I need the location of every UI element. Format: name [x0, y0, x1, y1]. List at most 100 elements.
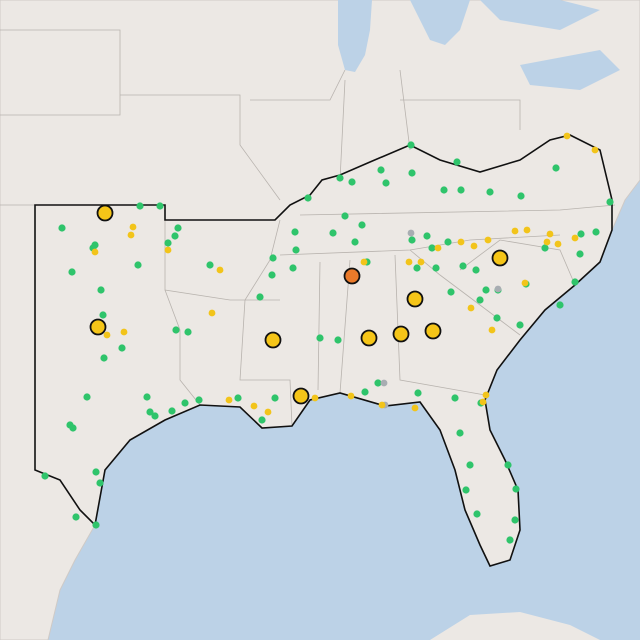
site-marker — [181, 399, 189, 407]
site-marker — [470, 242, 478, 250]
site-marker — [511, 516, 519, 524]
site-marker — [72, 513, 80, 521]
state-border — [409, 249, 521, 336]
site-marker — [447, 288, 455, 296]
site-marker — [172, 326, 180, 334]
state-border — [459, 239, 576, 286]
site-marker — [358, 221, 366, 229]
site-marker — [408, 169, 416, 177]
site-marker — [472, 266, 480, 274]
site-marker — [118, 344, 126, 352]
site-marker — [91, 248, 99, 256]
site-marker — [591, 146, 599, 154]
site-marker — [206, 261, 214, 269]
site-marker — [444, 238, 452, 246]
site-marker — [171, 232, 179, 240]
site-marker — [407, 229, 415, 237]
site-marker — [382, 179, 390, 187]
site-marker — [467, 304, 475, 312]
state-border — [299, 204, 616, 216]
site-marker — [216, 266, 224, 274]
site-marker — [473, 510, 481, 518]
site-marker — [58, 224, 66, 232]
site-marker — [576, 250, 584, 258]
site-marker — [552, 164, 560, 172]
site-marker — [316, 334, 324, 342]
site-marker — [351, 238, 359, 246]
site-marker — [258, 416, 266, 424]
site-marker — [92, 468, 100, 476]
site-marker — [512, 485, 520, 493]
site-marker — [264, 408, 272, 416]
site-marker — [517, 192, 525, 200]
site-marker — [434, 244, 442, 252]
highlight-site-marker — [343, 267, 361, 285]
site-marker — [423, 232, 431, 240]
site-marker — [459, 262, 467, 270]
site-marker — [100, 354, 108, 362]
site-marker — [68, 268, 76, 276]
site-marker — [462, 486, 470, 494]
major-site-marker — [424, 322, 442, 340]
site-marker — [571, 278, 579, 286]
site-marker — [523, 226, 531, 234]
site-marker — [336, 174, 344, 182]
major-site-marker — [96, 204, 114, 222]
lake — [410, 0, 470, 45]
site-marker — [361, 388, 369, 396]
site-marker — [184, 328, 192, 336]
site-marker — [151, 412, 159, 420]
site-marker — [174, 224, 182, 232]
site-marker — [136, 202, 144, 210]
island — [430, 612, 600, 640]
site-marker — [476, 296, 484, 304]
site-marker — [289, 264, 297, 272]
site-marker — [374, 379, 382, 387]
site-marker — [554, 240, 562, 248]
site-marker — [348, 178, 356, 186]
site-marker — [484, 236, 492, 244]
site-marker — [428, 244, 436, 252]
site-marker — [494, 285, 502, 293]
site-marker — [341, 212, 349, 220]
site-marker — [271, 394, 279, 402]
site-marker — [311, 394, 319, 402]
site-marker — [134, 261, 142, 269]
site-marker — [482, 391, 490, 399]
site-marker — [432, 264, 440, 272]
site-marker — [250, 402, 258, 410]
site-marker — [516, 321, 524, 329]
site-marker — [456, 429, 464, 437]
site-marker — [360, 258, 368, 266]
site-marker — [556, 301, 564, 309]
site-marker — [92, 521, 100, 529]
site-marker — [99, 311, 107, 319]
site-marker — [268, 271, 276, 279]
site-marker — [329, 229, 337, 237]
site-marker — [563, 132, 571, 140]
state-border — [164, 289, 201, 406]
site-marker — [407, 141, 415, 149]
site-marker — [103, 331, 111, 339]
site-marker — [451, 394, 459, 402]
major-site-marker — [264, 331, 282, 349]
major-site-marker — [360, 329, 378, 347]
site-marker — [411, 404, 419, 412]
state-borders — [0, 29, 616, 427]
region-outline — [34, 134, 613, 567]
major-site-marker — [392, 325, 410, 343]
site-marker — [543, 238, 551, 246]
site-marker — [453, 158, 461, 166]
site-marker — [146, 408, 154, 416]
lake — [338, 0, 372, 72]
site-marker — [120, 328, 128, 336]
site-marker — [164, 239, 172, 247]
site-marker — [457, 186, 465, 194]
site-marker — [378, 401, 386, 409]
site-marker — [493, 314, 501, 322]
site-marker — [541, 244, 549, 252]
site-marker — [234, 394, 242, 402]
site-marker — [291, 228, 299, 236]
site-marker — [405, 258, 413, 266]
